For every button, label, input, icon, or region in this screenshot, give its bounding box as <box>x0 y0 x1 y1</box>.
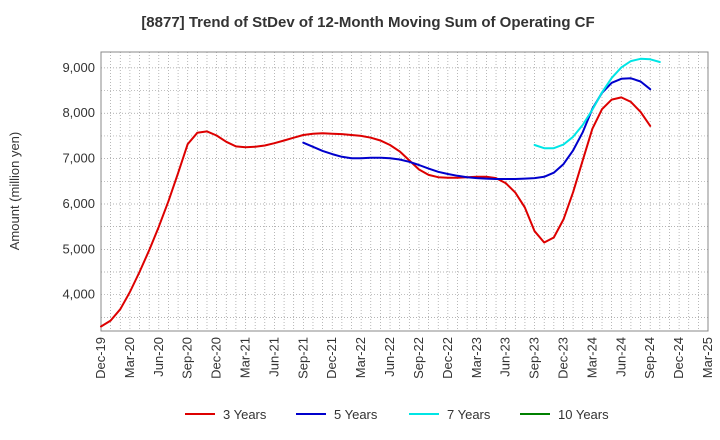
x-tick-label: Jun-23 <box>498 337 513 377</box>
x-tick-label: Mar-24 <box>584 337 599 378</box>
x-tick-label: Sep-24 <box>642 337 657 379</box>
y-tick-label: 4,000 <box>62 287 95 302</box>
x-tick-label: Jun-21 <box>266 337 281 377</box>
series-lines <box>100 57 661 328</box>
y-axis-ticks: 4,000 5,000 6,000 7,000 8,000 9,000 <box>62 60 95 302</box>
legend-label: 3 Years <box>223 407 267 422</box>
x-tick-label: Mar-23 <box>469 337 484 378</box>
x-tick-label: Jun-24 <box>613 337 628 377</box>
grid <box>101 52 708 331</box>
x-tick-label: Sep-21 <box>295 337 310 379</box>
series-line-3-years <box>100 96 652 328</box>
x-tick-label: Jun-20 <box>151 337 166 377</box>
x-tick-label: Sep-23 <box>527 337 542 379</box>
y-tick-label: 9,000 <box>62 60 95 75</box>
y-tick-label: 5,000 <box>62 241 95 256</box>
x-tick-label: Dec-19 <box>93 337 108 379</box>
legend: 3 Years 5 Years 7 Years 10 Years <box>185 407 609 422</box>
x-tick-label: Mar-21 <box>238 337 253 378</box>
chart-title: [8877] Trend of StDev of 12-Month Moving… <box>141 14 594 31</box>
x-tick-label: Sep-22 <box>411 337 426 379</box>
x-tick-label: Dec-24 <box>671 337 686 379</box>
series-line-7-years <box>533 57 661 150</box>
x-tick-label: Mar-25 <box>700 337 715 378</box>
legend-label: 5 Years <box>334 407 378 422</box>
x-tick-label: Sep-20 <box>180 337 195 379</box>
x-tick-label: Mar-20 <box>122 337 137 378</box>
y-tick-label: 6,000 <box>62 196 95 211</box>
y-tick-label: 7,000 <box>62 151 95 166</box>
x-tick-label: Dec-23 <box>555 337 570 379</box>
y-tick-label: 8,000 <box>62 105 95 120</box>
x-axis-ticks: Dec-19 Mar-20 Jun-20 Sep-20 Dec-20 Mar-21 Jun-… <box>93 337 715 379</box>
x-tick-label: Dec-21 <box>324 337 339 379</box>
plot-area-frame <box>100 51 709 332</box>
x-tick-label: Dec-22 <box>440 337 455 379</box>
x-tick-label: Mar-22 <box>353 337 368 378</box>
x-tick-label: Dec-20 <box>209 337 224 379</box>
legend-label: 7 Years <box>447 407 491 422</box>
x-tick-label: Jun-22 <box>382 337 397 377</box>
y-axis-label: Amount (million yen) <box>7 132 22 251</box>
legend-label: 10 Years <box>558 407 609 422</box>
